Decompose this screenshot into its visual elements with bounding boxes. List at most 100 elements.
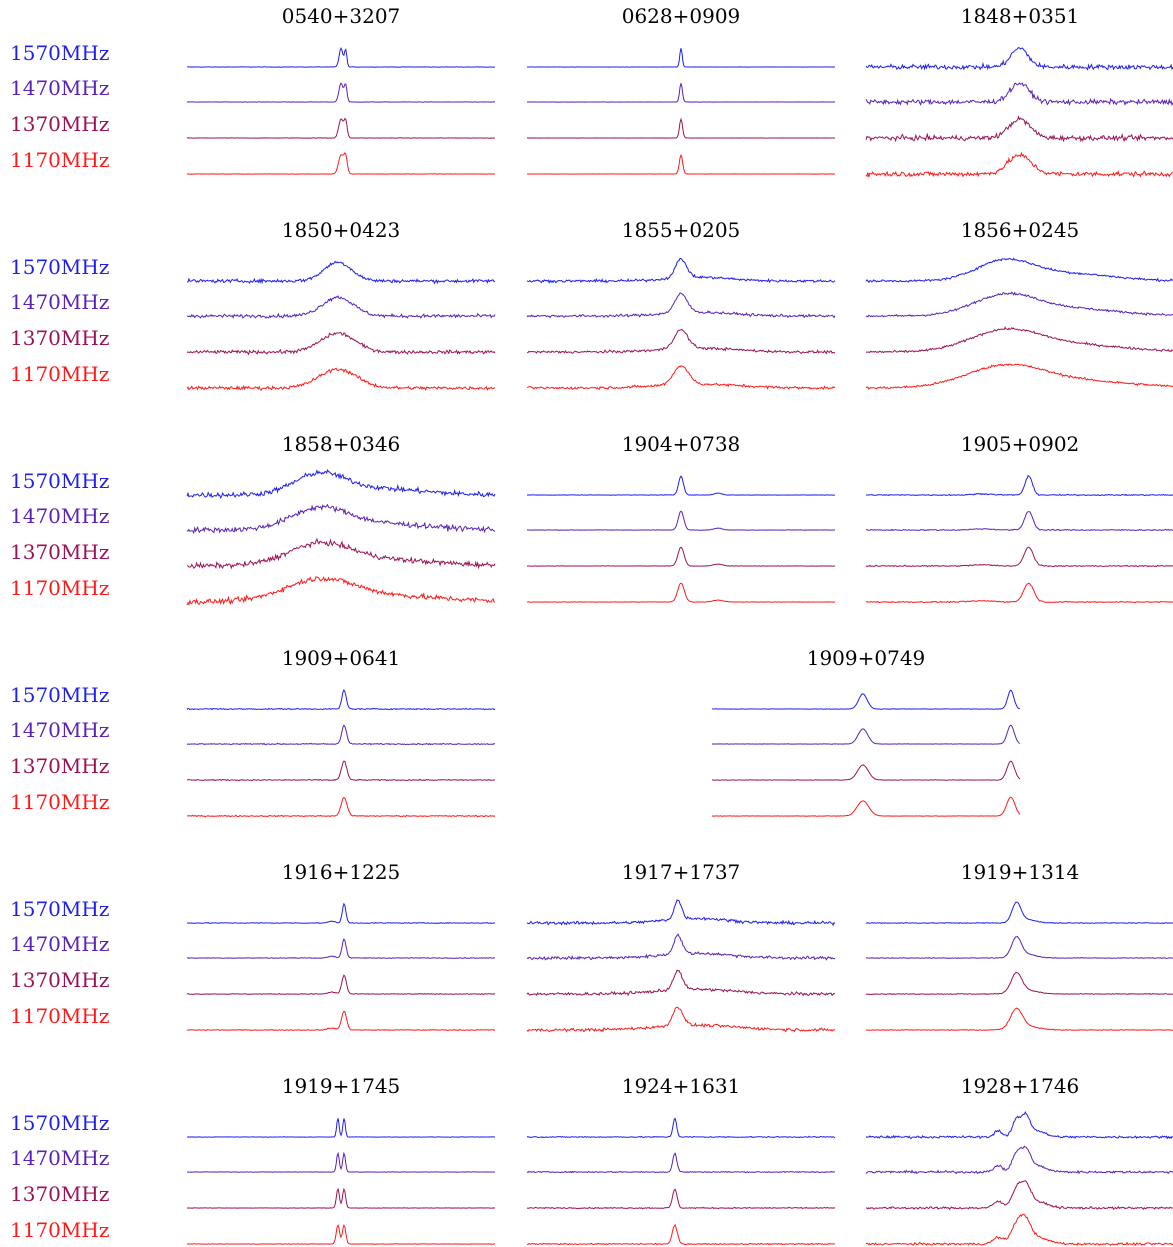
- profile-1570mhz: [866, 474, 1173, 497]
- profile-1370mhz: [865, 546, 1173, 568]
- panel-1917+1737: 1917+1737: [526, 860, 836, 1033]
- profile-1170mhz: [186, 1224, 495, 1245]
- profile-1470mhz: [865, 936, 1173, 959]
- freq-label-1170mhz: 1170MHz: [10, 1004, 109, 1028]
- panel-title: 1848+0351: [961, 4, 1080, 28]
- panel-title: 1904+0738: [622, 432, 741, 456]
- profile-1370mhz: [186, 331, 496, 356]
- profile-1370mhz: [187, 1187, 496, 1209]
- profile-1570mhz: [187, 46, 495, 68]
- profile-1470mhz: [526, 933, 836, 961]
- freq-label-1570mhz: 1570MHz: [10, 1111, 109, 1135]
- panel-title: 0628+0909: [622, 4, 741, 28]
- profile-1170mhz: [865, 582, 1173, 604]
- panel-title: 1856+0245: [961, 218, 1080, 242]
- profile-1170mhz: [526, 365, 836, 391]
- panel-1924+1631: 1924+1631: [526, 1074, 836, 1246]
- freq-label-1470mhz: 1470MHz: [10, 718, 109, 742]
- profile-1570mhz: [526, 475, 836, 496]
- profile-1170mhz: [186, 576, 496, 606]
- profile-1570mhz: [865, 257, 1173, 284]
- profile-1570mhz: [866, 901, 1173, 925]
- panel-1848+0351: 1848+0351: [865, 4, 1173, 178]
- profile-1570mhz: [186, 468, 496, 499]
- panel-title: 1909+0641: [282, 646, 401, 670]
- profile-1570mhz: [526, 1117, 836, 1139]
- profile-1370mhz: [526, 546, 836, 567]
- profile-1470mhz: [186, 503, 496, 535]
- profile-1570mhz: [186, 902, 496, 925]
- panel-title: 1858+0346: [282, 432, 401, 456]
- panel-1909+0749: 1909+0749: [711, 646, 1021, 817]
- profile-1170mhz: [865, 1007, 1173, 1032]
- panel-title: 0540+3207: [282, 4, 401, 28]
- panel-1909+0641: 1909+0641: [186, 646, 496, 818]
- freq-label-1170mhz: 1170MHz: [10, 790, 109, 814]
- profile-1470mhz: [186, 937, 496, 960]
- panel-title: 1928+1746: [961, 1074, 1080, 1098]
- profile-1470mhz: [186, 724, 496, 746]
- profile-1470mhz: [865, 291, 1173, 318]
- panel-title: 1917+1737: [622, 860, 741, 884]
- panel-1919+1745: 1919+1745: [186, 1074, 496, 1245]
- panel-title: 1919+1745: [282, 1074, 401, 1098]
- freq-label-1370mhz: 1370MHz: [10, 968, 109, 992]
- profile-1570mhz: [186, 260, 496, 285]
- profile-1170mhz: [527, 153, 835, 175]
- profile-1470mhz: [711, 724, 1021, 745]
- profile-1470mhz: [526, 1152, 836, 1174]
- panel-0628+0909: 0628+0909: [526, 4, 835, 175]
- panel-1928+1746: 1928+1746: [865, 1074, 1173, 1247]
- profile-1370mhz: [186, 974, 496, 996]
- profile-1370mhz: [865, 1180, 1173, 1211]
- panel-title: 1909+0749: [807, 646, 926, 670]
- profile-1170mhz: [865, 363, 1173, 391]
- profile-1370mhz: [526, 117, 835, 139]
- panel-1905+0902: 1905+0902: [865, 432, 1173, 604]
- profile-1470mhz: [526, 292, 836, 319]
- profile-1170mhz: [865, 1213, 1173, 1247]
- freq-label-1470mhz: 1470MHz: [10, 290, 109, 314]
- freq-label-1370mhz: 1370MHz: [10, 326, 109, 350]
- panel-title: 1905+0902: [961, 432, 1080, 456]
- profile-1370mhz: [711, 760, 1021, 781]
- profile-1470mhz: [865, 1145, 1173, 1175]
- freq-label-1170mhz: 1170MHz: [10, 362, 109, 386]
- panel-title: 1855+0205: [622, 218, 741, 242]
- profile-1170mhz: [186, 152, 495, 175]
- freq-label-1570mhz: 1570MHz: [10, 255, 109, 279]
- profile-1470mhz: [186, 82, 496, 103]
- profile-1170mhz: [186, 367, 496, 392]
- profile-1570mhz: [186, 1118, 496, 1138]
- profile-1170mhz: [711, 796, 1021, 817]
- profile-1470mhz: [527, 83, 835, 103]
- panel-1904+0738: 1904+0738: [526, 432, 836, 603]
- panel-title: 1916+1225: [282, 860, 401, 884]
- profile-1470mhz: [187, 295, 496, 320]
- profile-1170mhz: [865, 151, 1173, 178]
- profile-1370mhz: [186, 760, 496, 782]
- profile-1470mhz: [866, 510, 1173, 532]
- profile-1570mhz: [865, 46, 1173, 71]
- panel-1856+0245: 1856+0245: [865, 218, 1173, 391]
- panel-title: 1924+1631: [622, 1074, 741, 1098]
- profile-1370mhz: [186, 117, 496, 139]
- panel-1850+0423: 1850+0423: [186, 218, 496, 392]
- panel-1858+0346: 1858+0346: [186, 432, 496, 606]
- panel-1916+1225: 1916+1225: [186, 860, 496, 1032]
- profile-1570mhz: [711, 689, 1021, 710]
- profile-1570mhz: [865, 1110, 1173, 1140]
- freq-label-1570mhz: 1570MHz: [10, 897, 109, 921]
- panel-1919+1314: 1919+1314: [865, 860, 1173, 1032]
- profile-1570mhz: [526, 899, 836, 927]
- freq-label-1470mhz: 1470MHz: [10, 504, 109, 528]
- profile-1570mhz: [186, 688, 496, 711]
- profile-1570mhz: [526, 257, 836, 284]
- freq-label-1470mhz: 1470MHz: [10, 76, 109, 100]
- freq-label-1370mhz: 1370MHz: [10, 754, 109, 778]
- freq-label-1370mhz: 1370MHz: [10, 1182, 109, 1206]
- freq-label-1470mhz: 1470MHz: [10, 932, 109, 956]
- freq-label-1570mhz: 1570MHz: [10, 469, 109, 493]
- panel-title: 1919+1314: [961, 860, 1080, 884]
- profile-1370mhz: [186, 537, 496, 570]
